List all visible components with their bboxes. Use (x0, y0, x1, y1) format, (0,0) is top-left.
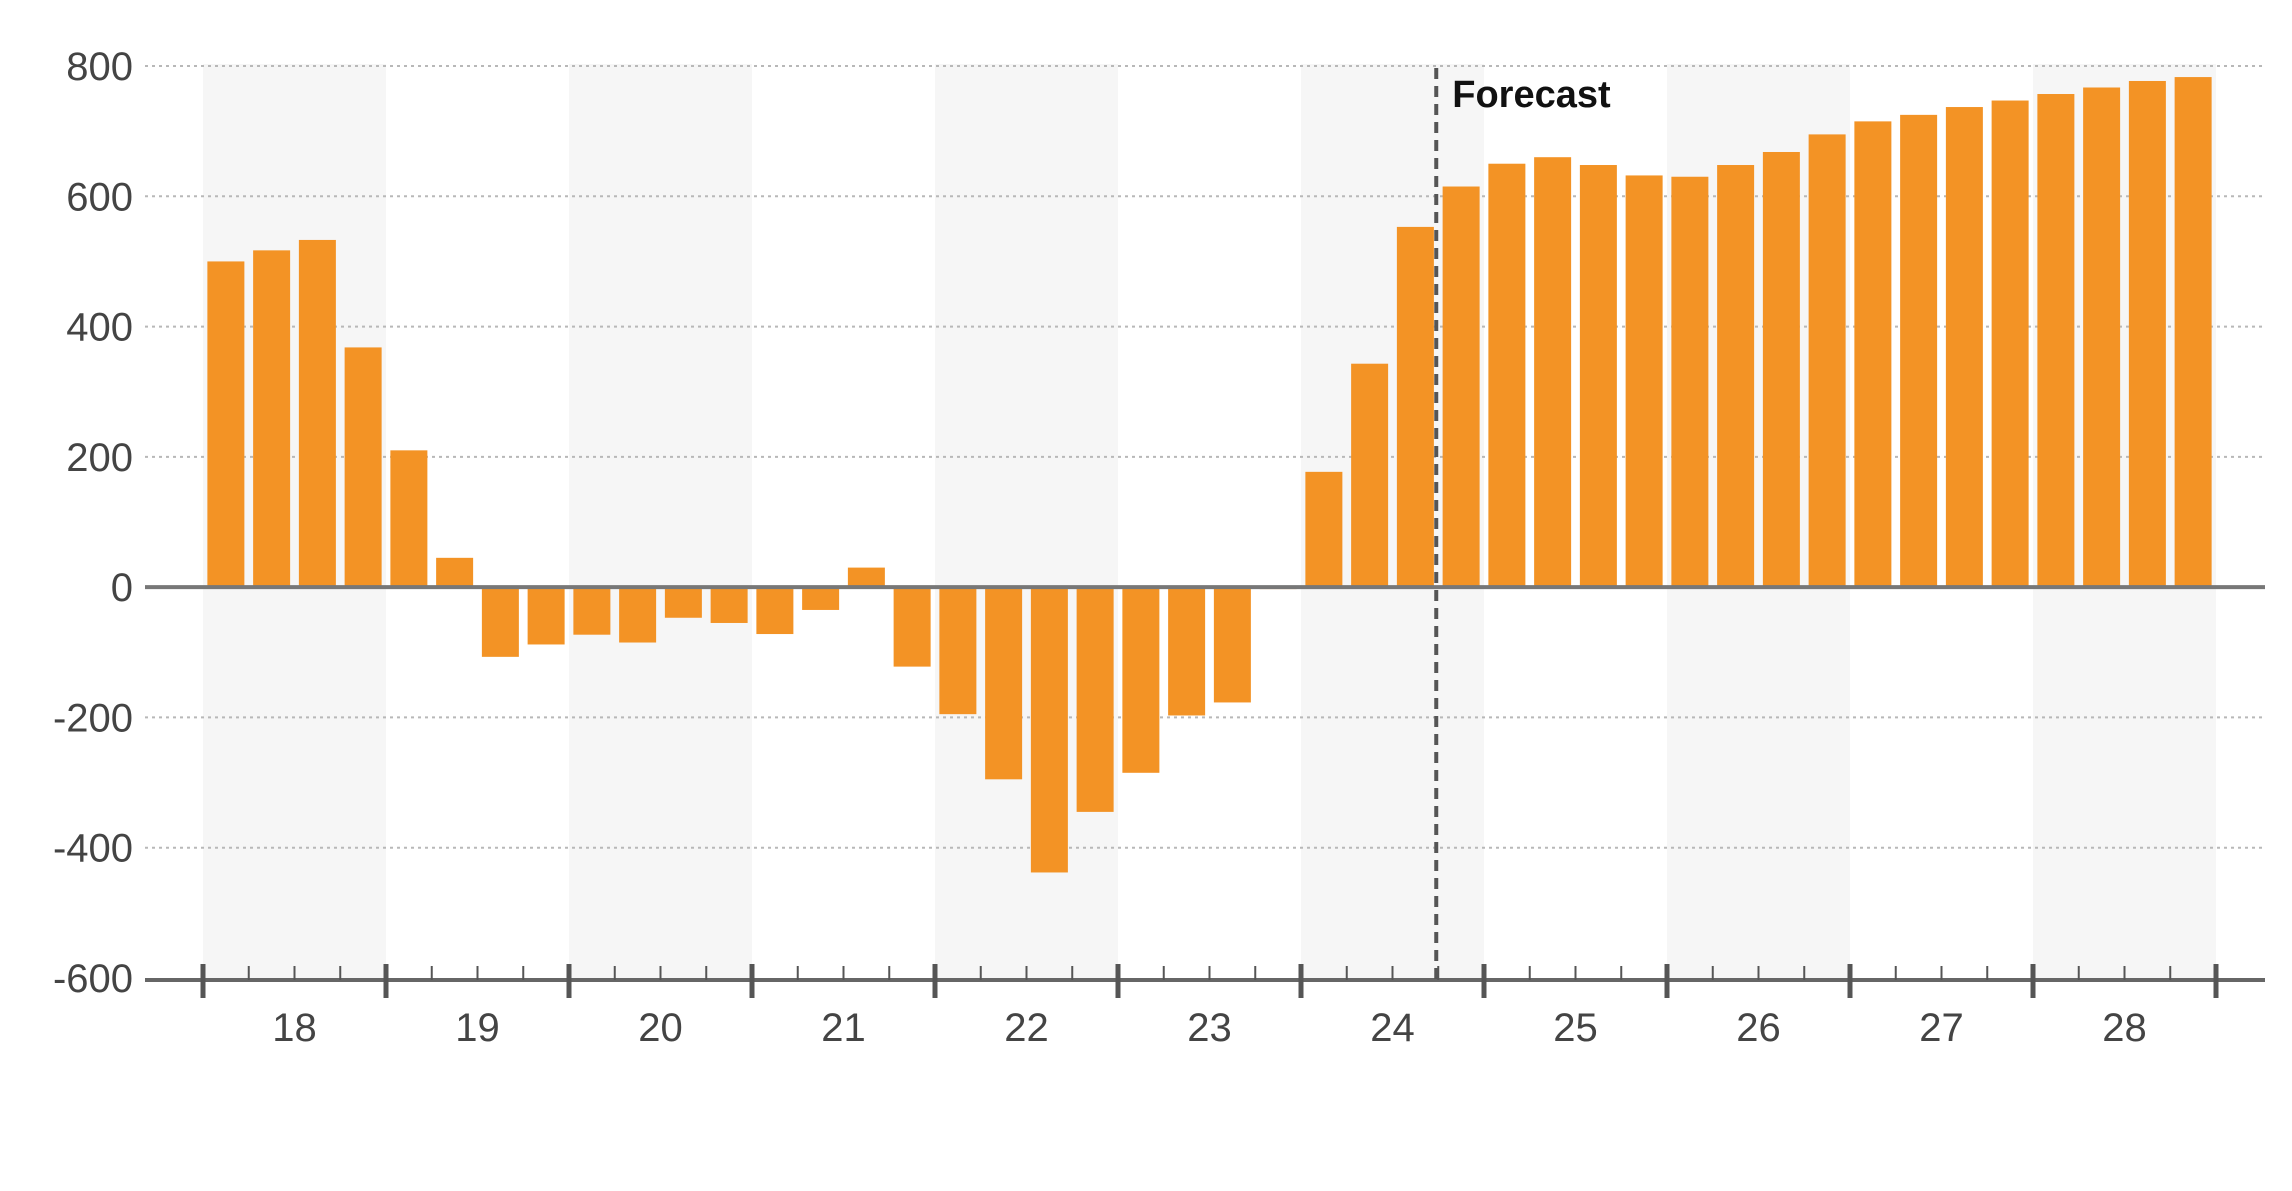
bar-26Q2 (1717, 165, 1755, 588)
bar-27Q1 (1854, 121, 1892, 588)
y-tick-label-800: 800 (66, 45, 133, 89)
x-tick-label-25: 25 (1553, 1006, 1598, 1050)
x-tick-label-22: 22 (1004, 1006, 1049, 1050)
bar-22Q3 (1030, 587, 1068, 873)
bar-19Q3 (481, 587, 519, 657)
bar-28Q4 (2174, 77, 2212, 588)
bar-25Q1 (1488, 163, 1526, 588)
x-tick-label-18: 18 (272, 1006, 317, 1050)
bar-24Q2 (1351, 363, 1389, 588)
bar-26Q1 (1671, 176, 1709, 588)
x-tick-label-23: 23 (1187, 1006, 1232, 1050)
bar-23Q3 (1213, 587, 1251, 703)
bar-27Q4 (1991, 100, 2029, 588)
bar-18Q2 (253, 250, 291, 588)
bar-28Q2 (2083, 87, 2121, 588)
y-tick-label-200: 200 (66, 436, 133, 480)
y-tick-label--400: -400 (53, 827, 133, 871)
bar-18Q4 (344, 347, 382, 588)
bar-18Q3 (298, 239, 336, 588)
bar-22Q1 (939, 587, 977, 715)
bar-25Q3 (1579, 165, 1617, 588)
bars (207, 77, 2212, 873)
year-band-20 (569, 64, 752, 980)
bar-24Q4 (1442, 186, 1480, 588)
bar-22Q4 (1076, 587, 1114, 812)
bar-23Q2 (1168, 587, 1206, 716)
bar-25Q2 (1534, 157, 1572, 588)
y-tick-label--600: -600 (53, 957, 133, 1001)
bar-19Q4 (527, 587, 565, 645)
bar-27Q3 (1945, 107, 1983, 588)
bar-26Q3 (1762, 151, 1800, 588)
x-tick-label-19: 19 (455, 1006, 500, 1050)
bar-28Q3 (2128, 80, 2166, 588)
bar-19Q2 (436, 557, 474, 588)
bar-21Q4 (893, 587, 931, 667)
x-tick-label-27: 27 (1919, 1006, 1964, 1050)
forecast-label: Forecast (1452, 74, 1611, 116)
x-tick-label-20: 20 (638, 1006, 683, 1050)
bar-20Q2 (619, 587, 657, 643)
y-axis-labels: 800 600 400 200 0 -200 -400 -600 (53, 45, 133, 1001)
bar-23Q1 (1122, 587, 1160, 773)
bar-24Q1 (1305, 471, 1343, 588)
bar-21Q2 (802, 587, 840, 610)
y-tick-label-0: 0 (111, 566, 133, 610)
bar-20Q4 (710, 587, 748, 623)
bar-26Q4 (1808, 134, 1846, 588)
bar-21Q1 (756, 587, 794, 635)
x-tick-label-24: 24 (1370, 1006, 1415, 1050)
x-axis: 18 19 20 21 22 23 24 25 26 27 28 (145, 964, 2265, 1050)
year-band-22 (935, 64, 1118, 980)
bar-28Q1 (2037, 94, 2075, 588)
bar-20Q1 (573, 587, 611, 635)
bar-24Q3 (1396, 226, 1434, 588)
y-tick-label-600: 600 (66, 175, 133, 219)
x-tick-label-21: 21 (821, 1006, 866, 1050)
bar-25Q4 (1625, 175, 1663, 588)
y-tick-label-400: 400 (66, 306, 133, 350)
forecast-marker: Forecast (1434, 68, 1611, 980)
y-tick-label--200: -200 (53, 696, 133, 740)
bar-21Q3 (847, 567, 885, 588)
x-tick-label-26: 26 (1736, 1006, 1781, 1050)
bar-19Q1 (390, 450, 428, 588)
bar-27Q2 (1900, 114, 1938, 588)
bar-22Q2 (985, 587, 1023, 780)
bar-20Q3 (664, 587, 702, 618)
x-tick-label-28: 28 (2102, 1006, 2147, 1050)
bar-18Q1 (207, 261, 245, 588)
